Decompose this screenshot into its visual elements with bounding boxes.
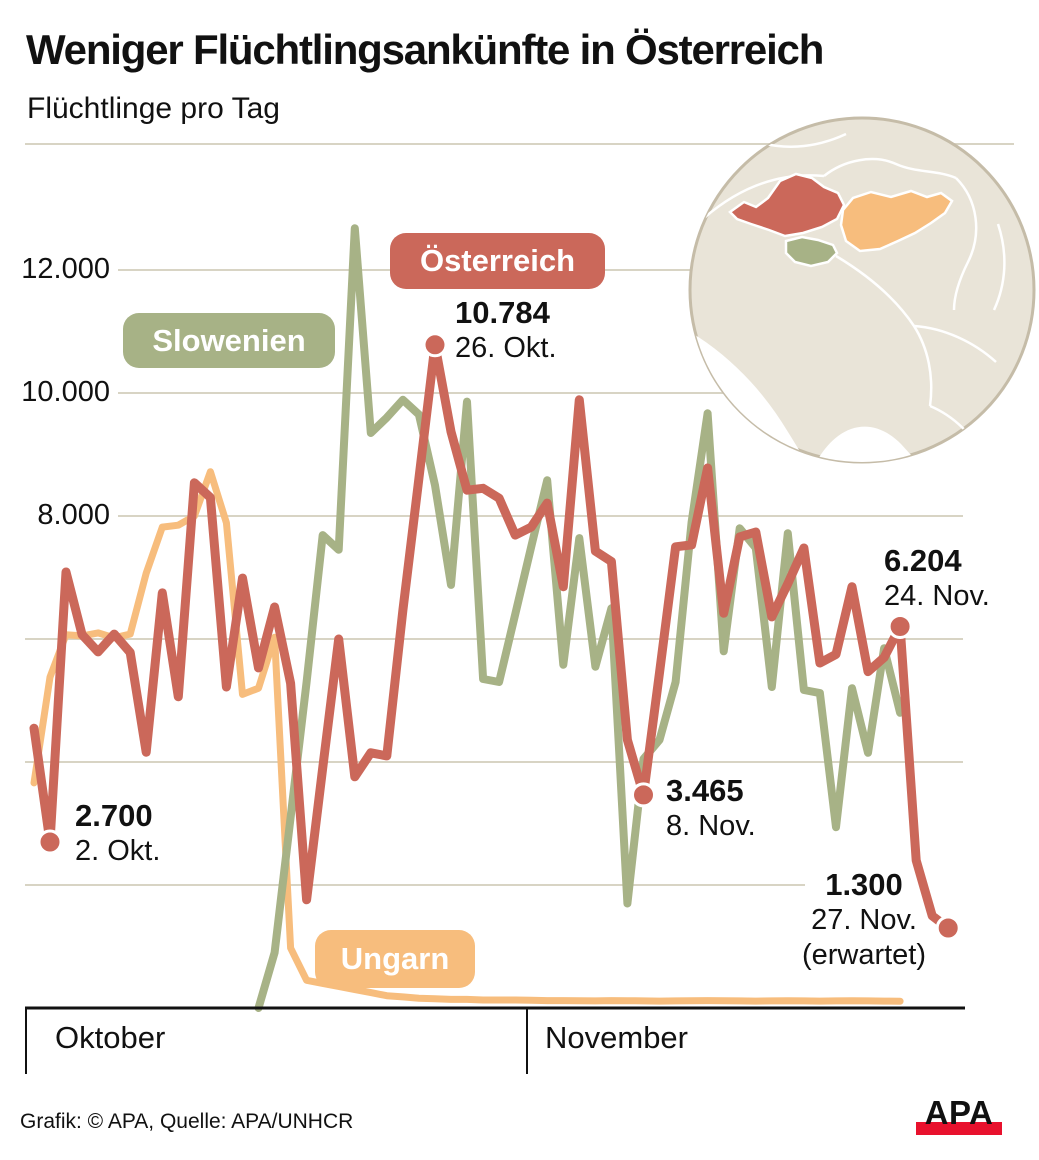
data-point-10.784 [422, 332, 448, 358]
data-point-1.300 [935, 915, 961, 941]
annotation-value: 2.700 [75, 798, 153, 833]
annotation-24-nov: 6.204 24. Nov. [884, 542, 990, 614]
annotation-note: (erwartet) [801, 938, 927, 971]
y-axis-label-8000: 8.000 [37, 499, 110, 531]
legend-badge-oesterreich: Österreich [390, 233, 605, 289]
map-country-austria [728, 172, 846, 238]
annotation-8-nov: 3.465 8. Nov. [666, 772, 756, 844]
apa-logo: APA [916, 1096, 1002, 1135]
annotation-value: 6.204 [884, 543, 962, 578]
annotation-2-okt: 2.700 2. Okt. [75, 797, 160, 869]
annotation-26-okt: 10.784 26. Okt. [455, 294, 557, 366]
source-credit: Grafik: © APA, Quelle: APA/UNHCR [20, 1110, 354, 1133]
y-axis-label-10000: 10.000 [21, 376, 110, 408]
annotation-date: 24. Nov. [884, 580, 990, 613]
legend-badge-ungarn: Ungarn [315, 930, 475, 988]
apa-logo-text: APA [924, 1094, 994, 1131]
map-country-hungary [839, 189, 954, 253]
x-axis-label-oktober: Oktober [55, 1020, 166, 1055]
annotation-date: 27. Nov. [811, 904, 917, 937]
series-line-oesterreich [29, 340, 953, 933]
apa-logo-red-bar [916, 1122, 1002, 1135]
legend-badge-slowenien: Slowenien [123, 313, 335, 368]
annotation-27-nov: 1.300 27. Nov. (erwartet) [784, 866, 944, 973]
chart-subtitle: Flüchtlinge pro Tag [27, 92, 280, 125]
map-country-slovenia [784, 235, 839, 268]
map-coast-islands [814, 426, 921, 462]
data-point-2.700 [37, 829, 63, 855]
series-line-ungarn [30, 468, 904, 1005]
data-point-6.204 [887, 614, 913, 639]
map-inset-central-europe [688, 116, 1036, 464]
y-axis-label-12000: 12.000 [21, 253, 110, 285]
annotation-date: 2. Okt. [75, 835, 161, 868]
annotation-value: 3.465 [666, 773, 744, 808]
series-line-slowenien [254, 224, 905, 1012]
annotation-value: 10.784 [455, 295, 550, 330]
annotation-value: 1.300 [825, 867, 903, 902]
annotation-date: 26. Okt. [455, 332, 557, 365]
map-country-borders [703, 132, 1006, 459]
x-axis-label-november: November [545, 1020, 688, 1055]
annotation-date: 8. Nov. [666, 810, 756, 843]
page-title: Weniger Flüchtlingsankünfte in Österreic… [26, 26, 824, 73]
data-point-3.465 [631, 782, 656, 808]
